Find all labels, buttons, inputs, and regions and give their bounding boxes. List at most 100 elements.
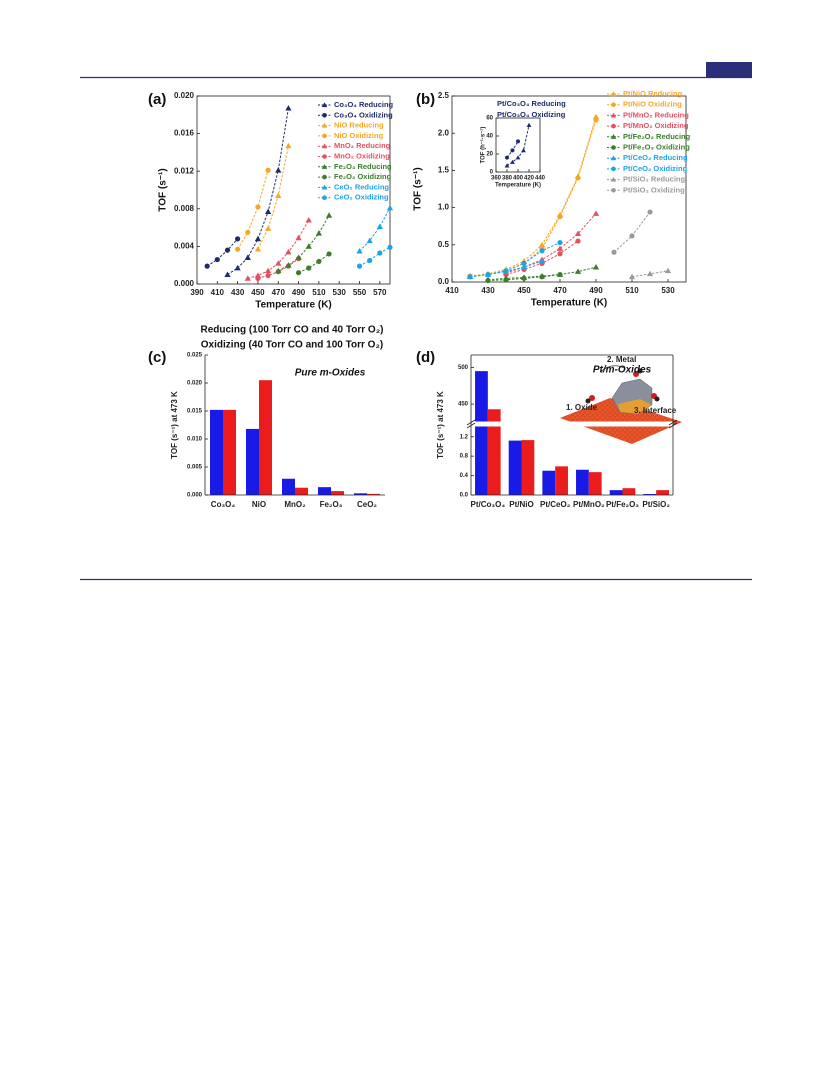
bar — [331, 491, 344, 495]
data-point — [557, 239, 563, 246]
legend-label: Pt/MnO₂ Oxidizing — [623, 121, 689, 130]
y-tick-label: 0.5 — [438, 240, 450, 249]
series-line — [469, 116, 597, 277]
x-tick-label: 510 — [312, 288, 326, 297]
series-line — [257, 145, 289, 250]
header-tab — [706, 62, 752, 77]
bar — [475, 371, 488, 495]
x-tick-label: Pt/SiO₂ — [642, 500, 670, 509]
y-tick-label: 0.8 — [460, 454, 469, 460]
y-tick-label: 1.5 — [438, 166, 450, 175]
x-tick-label: 530 — [661, 286, 675, 295]
y-tick-label: 60 — [486, 116, 493, 122]
data-point — [557, 251, 563, 257]
data-point — [264, 267, 272, 274]
bar — [318, 487, 331, 495]
annotation: 1. Oxide — [566, 403, 598, 412]
x-tick-label: 420 — [524, 176, 535, 182]
data-point — [521, 275, 527, 281]
y-tick-label: 0.000 — [174, 279, 195, 288]
panel-label: (a) — [148, 91, 166, 108]
data-point — [264, 225, 272, 231]
data-point — [204, 263, 210, 269]
data-point — [664, 267, 672, 274]
panel-label: (c) — [148, 349, 166, 366]
bar — [354, 493, 367, 495]
series-line — [298, 253, 330, 274]
data-point — [611, 249, 617, 255]
legend-marker — [322, 133, 327, 139]
x-tick-label: 360 — [491, 176, 502, 182]
y-tick-label: 450 — [458, 402, 469, 408]
data-point — [521, 148, 526, 153]
x-tick-label: 410 — [445, 286, 459, 295]
data-point — [557, 213, 563, 220]
data-point — [367, 257, 373, 264]
data-point — [556, 245, 564, 251]
legend-label: CeO₂ Oxidizing — [334, 193, 389, 202]
y-tick-label: 0.016 — [174, 129, 195, 138]
data-point — [305, 243, 312, 249]
legend-label: CeO₂ Reducing — [334, 182, 389, 191]
data-point — [557, 271, 563, 278]
data-point — [235, 246, 241, 252]
x-tick-label: 470 — [553, 286, 567, 295]
legend-label: Pt/Co₃O₄ Reducing — [497, 99, 566, 108]
x-tick-label: Pt/NiO — [509, 500, 533, 509]
x-tick-label: 550 — [353, 288, 367, 297]
data-point — [275, 260, 282, 266]
legend-marker — [611, 102, 616, 107]
panel-title: Pure m-Oxides — [295, 368, 366, 379]
x-tick-label: Pt/Co₃O₄ — [471, 500, 506, 509]
arrow — [599, 365, 625, 373]
x-tick-label: 570 — [373, 288, 387, 297]
bar — [282, 478, 295, 495]
bar — [521, 440, 535, 495]
x-tick-label: Pt/Fe₂O₃ — [606, 500, 639, 509]
data-point — [504, 163, 510, 168]
x-tick-label: 490 — [292, 288, 306, 297]
data-point — [305, 216, 312, 223]
x-tick-label: 490 — [589, 286, 603, 295]
bar — [542, 470, 556, 495]
legend-label: Pt/MnO₂ Reducing — [623, 110, 689, 119]
data-point — [255, 275, 261, 281]
panel-label: (d) — [416, 349, 435, 366]
y-tick-label: 2.0 — [438, 128, 450, 137]
x-tick-label: 430 — [481, 286, 495, 295]
y-tick-label: 0.4 — [460, 473, 469, 479]
data-point — [521, 260, 527, 266]
legend-label: Pt/SiO₂ Oxidizing — [623, 185, 685, 194]
x-tick-label: 440 — [535, 176, 546, 182]
data-point — [264, 208, 272, 214]
legend-label: Oxidizing (40 Torr CO and 100 Torr O₂) — [201, 340, 383, 351]
data-point — [275, 167, 282, 173]
data-point — [520, 264, 528, 270]
legend-label: Reducing (100 Torr CO and 40 Torr O₂) — [201, 325, 384, 336]
y-tick-label: 0.0 — [460, 493, 469, 499]
catalyst-illustration — [560, 365, 682, 444]
data-point — [516, 139, 520, 144]
data-point — [285, 142, 292, 149]
x-tick-label: 380 — [502, 176, 513, 182]
data-point — [575, 238, 581, 244]
x-tick-label: 410 — [211, 288, 225, 297]
data-point — [255, 204, 261, 210]
legend-marker — [611, 166, 616, 172]
legend-label: Pt/NiO Reducing — [623, 89, 683, 98]
data-point — [629, 233, 635, 239]
y-tick-label: 0.012 — [174, 166, 195, 175]
legend-label: Pt/CeO₂ Oxidizing — [623, 164, 688, 173]
x-tick-label: 470 — [272, 288, 286, 297]
data-point — [538, 258, 546, 264]
legend-marker — [611, 145, 616, 150]
bar — [576, 469, 589, 495]
legend-marker — [610, 134, 617, 139]
data-point — [593, 117, 599, 123]
y-tick-label: 0.008 — [174, 204, 195, 213]
oxide-support — [560, 398, 682, 444]
data-point — [386, 204, 394, 211]
legend-marker — [610, 176, 617, 182]
x-tick-label: Pt/CeO₂ — [540, 500, 571, 509]
data-point — [275, 192, 282, 198]
